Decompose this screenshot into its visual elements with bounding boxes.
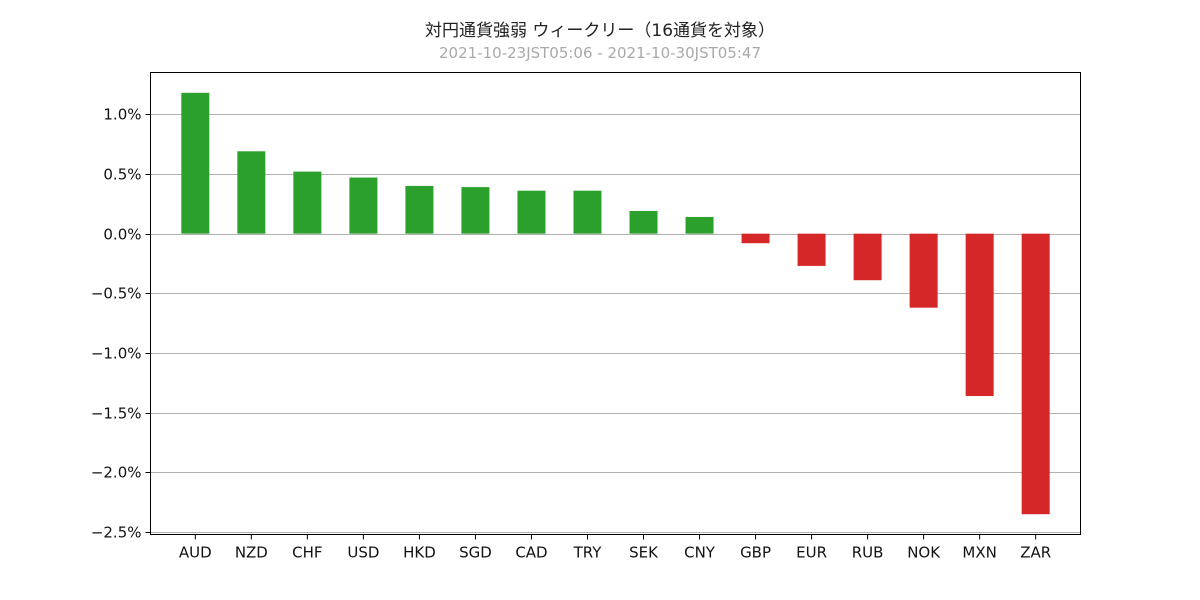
bar-try <box>573 190 602 234</box>
bar-mxn <box>965 233 994 397</box>
bar-cny <box>685 216 714 234</box>
x-tick-label: RUB <box>852 544 884 562</box>
x-tick-label: NZD <box>235 544 268 562</box>
y-tick-label: −2.0% <box>91 464 142 482</box>
bar-rub <box>853 233 882 281</box>
bar-zar <box>1021 233 1050 515</box>
x-tick-label: SEK <box>629 544 659 562</box>
bar-sek <box>629 210 658 234</box>
bar-gbp <box>741 233 770 244</box>
x-tick-label: NOK <box>907 544 941 562</box>
bar-usd <box>349 177 378 234</box>
y-tick-label: 0.0% <box>103 226 141 244</box>
bar-eur <box>797 233 826 266</box>
x-tick-label: CAD <box>515 544 547 562</box>
x-tick-label: TRY <box>573 544 603 562</box>
bar-nok <box>909 233 938 308</box>
x-tick-label: SGD <box>459 544 492 562</box>
x-tick-label: GBP <box>740 544 771 562</box>
x-tick-label: EUR <box>796 544 827 562</box>
x-tick-label: CNY <box>684 544 716 562</box>
bar-sgd <box>461 187 490 234</box>
bar-layer <box>181 92 1050 515</box>
grid-layer <box>150 114 1081 533</box>
y-tick-label: −0.5% <box>91 285 142 303</box>
y-tick-label: −1.0% <box>91 345 142 363</box>
y-tick-label: −2.5% <box>91 524 142 542</box>
x-tick-label: CHF <box>292 544 322 562</box>
bar-aud <box>181 92 210 234</box>
bar-hkd <box>405 185 434 234</box>
y-axis: 1.0% 0.5% 0.0% −0.5% −1.0% −1.5% −2.0% −2.5% <box>91 106 151 542</box>
x-axis: AUD NZD CHF USD HKD SGD CAD TRY SEK CNY GBP EUR RUB N… <box>179 534 1051 562</box>
plot-frame <box>150 72 1081 535</box>
y-tick-label: −1.5% <box>91 405 142 423</box>
bar-nzd <box>237 151 266 234</box>
bar-chf <box>293 171 322 234</box>
x-tick-label: HKD <box>403 544 436 562</box>
y-tick-label: 0.5% <box>103 166 141 184</box>
chart-subtitle: 2021-10-23JST05:06 - 2021-10-30JST05:47 <box>439 44 761 62</box>
x-tick-label: MXN <box>962 544 996 562</box>
x-tick-label: ZAR <box>1020 544 1051 562</box>
chart-title: 対円通貨強弱 ウィークリー（16通貨を対象） <box>424 21 776 41</box>
y-tick-label: 1.0% <box>103 106 141 124</box>
x-tick-label: USD <box>347 544 379 562</box>
bar-cad <box>517 190 546 234</box>
x-tick-label: AUD <box>179 544 212 562</box>
